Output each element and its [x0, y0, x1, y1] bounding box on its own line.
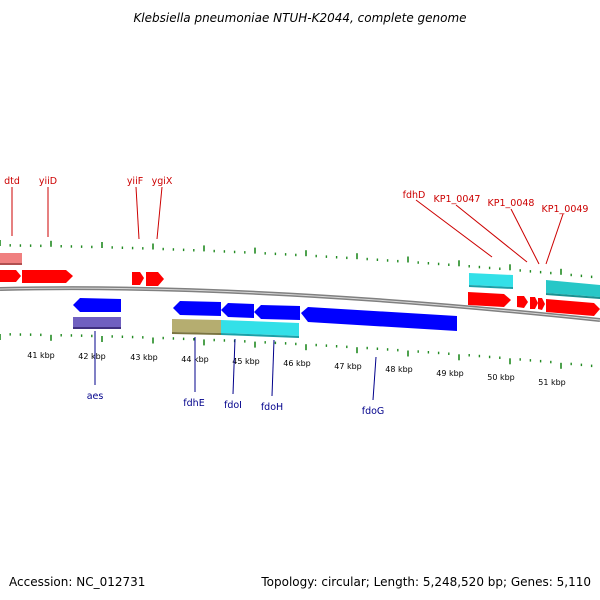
gene-fdhE-shade [172, 332, 221, 335]
gene-label-KP1_0048[interactable]: KP1_0048 [488, 198, 535, 209]
gene-fdhE-block[interactable] [172, 319, 221, 333]
gene-KP1_0048b-arrow[interactable] [538, 298, 545, 310]
gene-label-ygiX[interactable]: ygiX [152, 176, 173, 187]
gene-yiiD-arrow[interactable] [22, 270, 73, 283]
accession-text: Accession: NC_012731 [9, 575, 145, 589]
gene-fdoG-arrow[interactable] [301, 307, 457, 331]
gene-label-fdoG[interactable]: fdoG [362, 406, 385, 417]
gene-fdoI-shade [221, 333, 299, 338]
gene-fdoI-arrow[interactable] [221, 303, 254, 318]
gene-label-KP1_0047[interactable]: KP1_0047 [434, 194, 481, 205]
gene-label-dtd[interactable]: dtd [4, 176, 20, 187]
gene-fdhE-arrow[interactable] [173, 301, 221, 316]
gene-label-KP1_0049[interactable]: KP1_0049 [542, 204, 589, 215]
top-gene-labels: dtd yiiD yiiF ygiX fdhD KP1_0047 KP1_004… [4, 176, 589, 265]
gene-label-yiiF[interactable]: yiiF [127, 176, 143, 187]
bottom-gene-labels: aes fdhE fdoI fdoH fdoG [87, 331, 385, 417]
gene-aes-arrow[interactable] [73, 298, 121, 312]
gene-fdoI-block[interactable] [221, 320, 299, 336]
kbp-label: 41 kbp [27, 351, 55, 360]
kbp-axis-labels: 41 kbp 42 kbp 43 kbp 44 kbp 45 kbp 46 kb… [27, 351, 566, 387]
gene-aes-shade [73, 327, 121, 329]
bottom-tick-row [0, 333, 593, 369]
gene-label-fdoH[interactable]: fdoH [261, 402, 283, 413]
gene-dtd-shade [0, 263, 22, 265]
kbp-label: 43 kbp [130, 353, 158, 362]
topology-text: Topology: circular; Length: 5,248,520 bp… [260, 575, 591, 589]
gene-label-fdoI[interactable]: fdoI [224, 400, 242, 411]
gene-fdoH-arrow[interactable] [254, 305, 300, 320]
top-tick-row [0, 240, 593, 279]
kbp-label: 46 kbp [283, 359, 311, 368]
kbp-label: 47 kbp [334, 362, 362, 371]
kbp-label: 51 kbp [538, 378, 566, 387]
gene-ygiX-arrow[interactable] [146, 272, 164, 286]
kbp-label: 49 kbp [436, 369, 464, 378]
genome-backbone-highlight [0, 287, 600, 321]
gene-KP1_0049-block[interactable] [546, 280, 600, 297]
gene-aes-block[interactable] [73, 317, 121, 329]
gene-fdhD-shade [469, 285, 513, 289]
gene-fdhD-arrow[interactable] [468, 292, 511, 307]
gene-yiiF-arrow[interactable] [132, 272, 144, 285]
gene-label-aes[interactable]: aes [87, 391, 104, 402]
gene-KP1_0048-arrow[interactable] [530, 297, 538, 309]
gene-dtd-arrow[interactable] [0, 270, 21, 282]
kbp-label: 48 kbp [385, 365, 413, 374]
kbp-label: 50 kbp [487, 373, 515, 382]
gene-KP1_0047-arrow[interactable] [517, 296, 528, 308]
gene-label-yiiD[interactable]: yiiD [39, 176, 57, 187]
page-title: Klebsiella pneumoniae NTUH-K2044, comple… [133, 11, 466, 25]
gene-label-fdhE[interactable]: fdhE [183, 398, 204, 409]
gene-dtd-block[interactable] [0, 253, 22, 265]
kbp-label: 45 kbp [232, 357, 260, 366]
gene-KP1_0049-shade [546, 293, 600, 299]
gene-fdhD-block[interactable] [469, 273, 513, 287]
gene-label-fdhD[interactable]: fdhD [403, 190, 426, 201]
kbp-label: 42 kbp [78, 352, 106, 361]
gene-KP1_0049-arrow[interactable] [546, 299, 600, 316]
